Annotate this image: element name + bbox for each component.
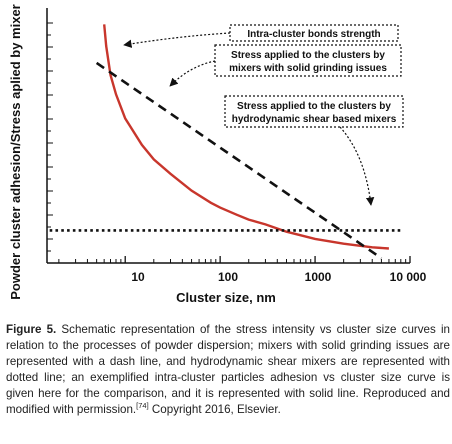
annotation-box-hydrodynamic xyxy=(224,95,404,128)
caption-copyright: Copyright 2016, Elsevier. xyxy=(151,403,281,417)
x-tick-label-100: 100 xyxy=(218,270,238,284)
figure: 10 100 1000 10 000 Cluster size, nm Powd… xyxy=(8,4,427,305)
annotation-hydrodynamic-line2: hydrodynamic shear based mixers xyxy=(232,114,397,125)
annotation-arrow-intra-cluster xyxy=(123,32,231,48)
caption-label: Figure 5. xyxy=(6,323,57,336)
figure-caption: Figure 5. Schematic representation of th… xyxy=(6,322,450,419)
annotation-solid-grinding-line1: Stress applied to the clusters by xyxy=(231,50,385,61)
annotation-solid-grinding-line2: mixers with solid grinding issues xyxy=(229,63,387,74)
annotation-arrow-hydrodynamic xyxy=(339,126,375,206)
annotation-hydrodynamic-line1: Stress applied to the clusters by xyxy=(237,101,391,112)
series-intra-cluster-curve xyxy=(103,24,389,250)
x-tick-label-1000: 1000 xyxy=(305,270,332,284)
chart-svg: 10 100 1000 10 000 Cluster size, nm Powd… xyxy=(8,4,427,305)
x-tick-label-10: 10 xyxy=(131,270,145,284)
series-solid-grinding-line xyxy=(95,61,383,260)
caption-reference: [74] xyxy=(136,401,149,411)
caption-text: Schematic representation of the stress i… xyxy=(6,323,450,417)
x-tick-label-10000: 10 000 xyxy=(390,270,427,284)
y-axis-label: Powder cluster adhesion/Stress aplied by… xyxy=(8,4,23,300)
annotation-arrow-solid-grinding xyxy=(169,60,216,87)
annotation-box-solid-grinding xyxy=(214,44,402,77)
x-axis-label: Cluster size, nm xyxy=(176,290,276,305)
annotation-intra-cluster: Intra-cluster bonds strength xyxy=(247,29,380,40)
